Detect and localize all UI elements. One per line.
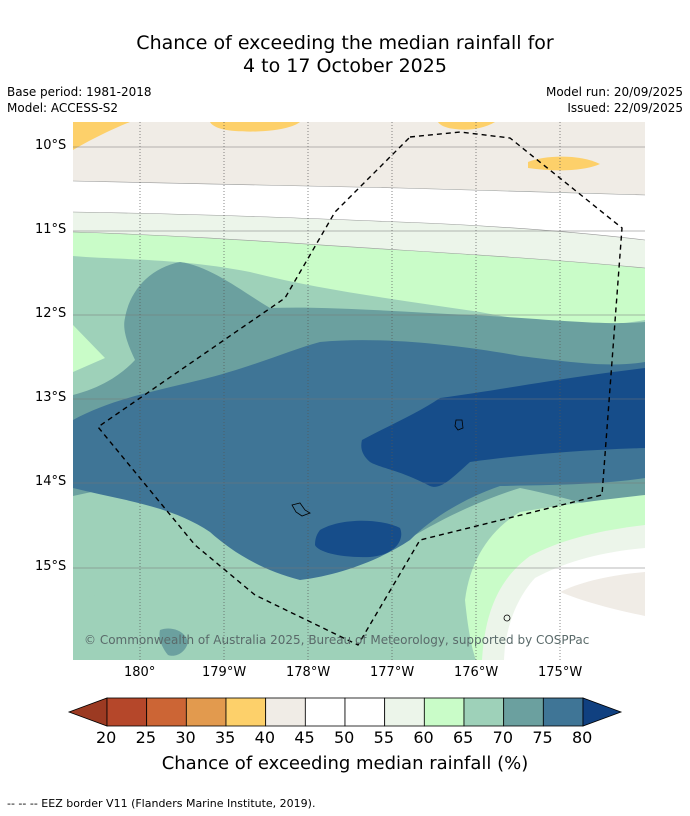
issued-date: Issued: 22/09/2025 [567, 101, 683, 115]
island-central [291, 502, 311, 517]
colorbar-cell [106, 697, 148, 727]
colorbar-tick-label: 45 [294, 728, 315, 747]
colorbar-cell [225, 697, 267, 727]
colorbar-tick-label: 75 [532, 728, 553, 747]
lat-label-15s: 15°S [35, 559, 67, 574]
colorbar-cell [304, 697, 346, 727]
contour-45-55 [73, 181, 645, 240]
lon-label-179w: 179°W [202, 665, 247, 680]
contour-80-plus-east [361, 368, 645, 487]
contour-35-40-nw [73, 122, 130, 150]
colorbar-cell [503, 697, 544, 727]
colorbar-tick-label: 65 [453, 728, 474, 747]
lon-label-180: 180° [124, 665, 156, 680]
lat-label-13s: 13°S [35, 390, 67, 405]
colorbar-tick-label: 30 [175, 728, 196, 747]
contour-80-plus-south [315, 520, 402, 558]
eez-border [96, 131, 623, 646]
colorbar-cell [384, 697, 425, 727]
title-line-1: Chance of exceeding the median rainfall … [136, 32, 554, 54]
contour-35-40-top [210, 122, 300, 132]
contour-70-75-patch [159, 628, 188, 656]
model-run: Model run: 20/09/2025 [545, 85, 683, 99]
island-east [454, 419, 464, 431]
colorbar-tick-label: 35 [215, 728, 236, 747]
colorbar-cell [185, 697, 227, 727]
contour-55-60 [73, 212, 645, 268]
contour-45-55-southeast [504, 548, 645, 660]
colorbar-tick-label: 50 [334, 728, 355, 747]
colorbar-tick-label: 25 [135, 728, 157, 747]
colorbar-tick-label: 70 [492, 728, 514, 747]
colorbar-cells [106, 697, 584, 727]
colorbar-over-arrow [582, 697, 623, 727]
eez-legend-footer: -- -- -- EEZ border V11 (Flanders Marine… [7, 797, 316, 810]
colorbar-cell [542, 697, 584, 727]
lon-label-175w: 175°W [538, 665, 583, 680]
contour-40-45-southeast [560, 572, 645, 616]
colorbar-tick-label: 60 [413, 728, 434, 747]
colorbar-cell [344, 697, 386, 727]
contour-60-65 [73, 232, 645, 325]
contour-65-70-south [73, 583, 360, 660]
colorbar-cell [423, 697, 465, 727]
colorbar-tick-label: 40 [254, 728, 276, 747]
title-line-2: 4 to 17 October 2025 [243, 55, 447, 77]
lat-label-11s: 11°S [35, 222, 67, 237]
lat-label-10s: 10°S [35, 138, 67, 153]
contour-fields [73, 122, 645, 660]
colorbar-under-arrow [67, 697, 108, 727]
lat-label-14s: 14°S [35, 474, 67, 489]
colorbar-cell [265, 697, 306, 727]
lon-label-178w: 178°W [286, 665, 331, 680]
model-name: Model: ACCESS-S2 [7, 101, 119, 115]
island-southeast [503, 614, 511, 622]
lat-gridlines [73, 146, 645, 569]
colorbar-cell [146, 697, 187, 727]
colorbar-tick-label: 20 [96, 728, 117, 747]
contour-40-45-top [73, 122, 645, 195]
lon-label-177w: 177°W [370, 665, 415, 680]
colorbar-title: Chance of exceeding median rainfall (%) [161, 753, 529, 774]
contour-line [73, 231, 645, 269]
base-period: Base period: 1981-2018 [7, 85, 152, 99]
colorbar-tick-label: 80 [572, 728, 593, 747]
lat-label-12s: 12°S [35, 306, 67, 321]
contour-35-40-top-right [438, 122, 495, 130]
colorbar-tick-label: 55 [373, 728, 395, 747]
colorbar-cell [463, 697, 505, 727]
lon-label-176w: 176°W [454, 665, 499, 680]
colorbar [67, 697, 623, 727]
contour-60-65-west [73, 325, 105, 372]
copyright-notice: © Commonwealth of Australia 2025, Bureau… [84, 633, 589, 647]
